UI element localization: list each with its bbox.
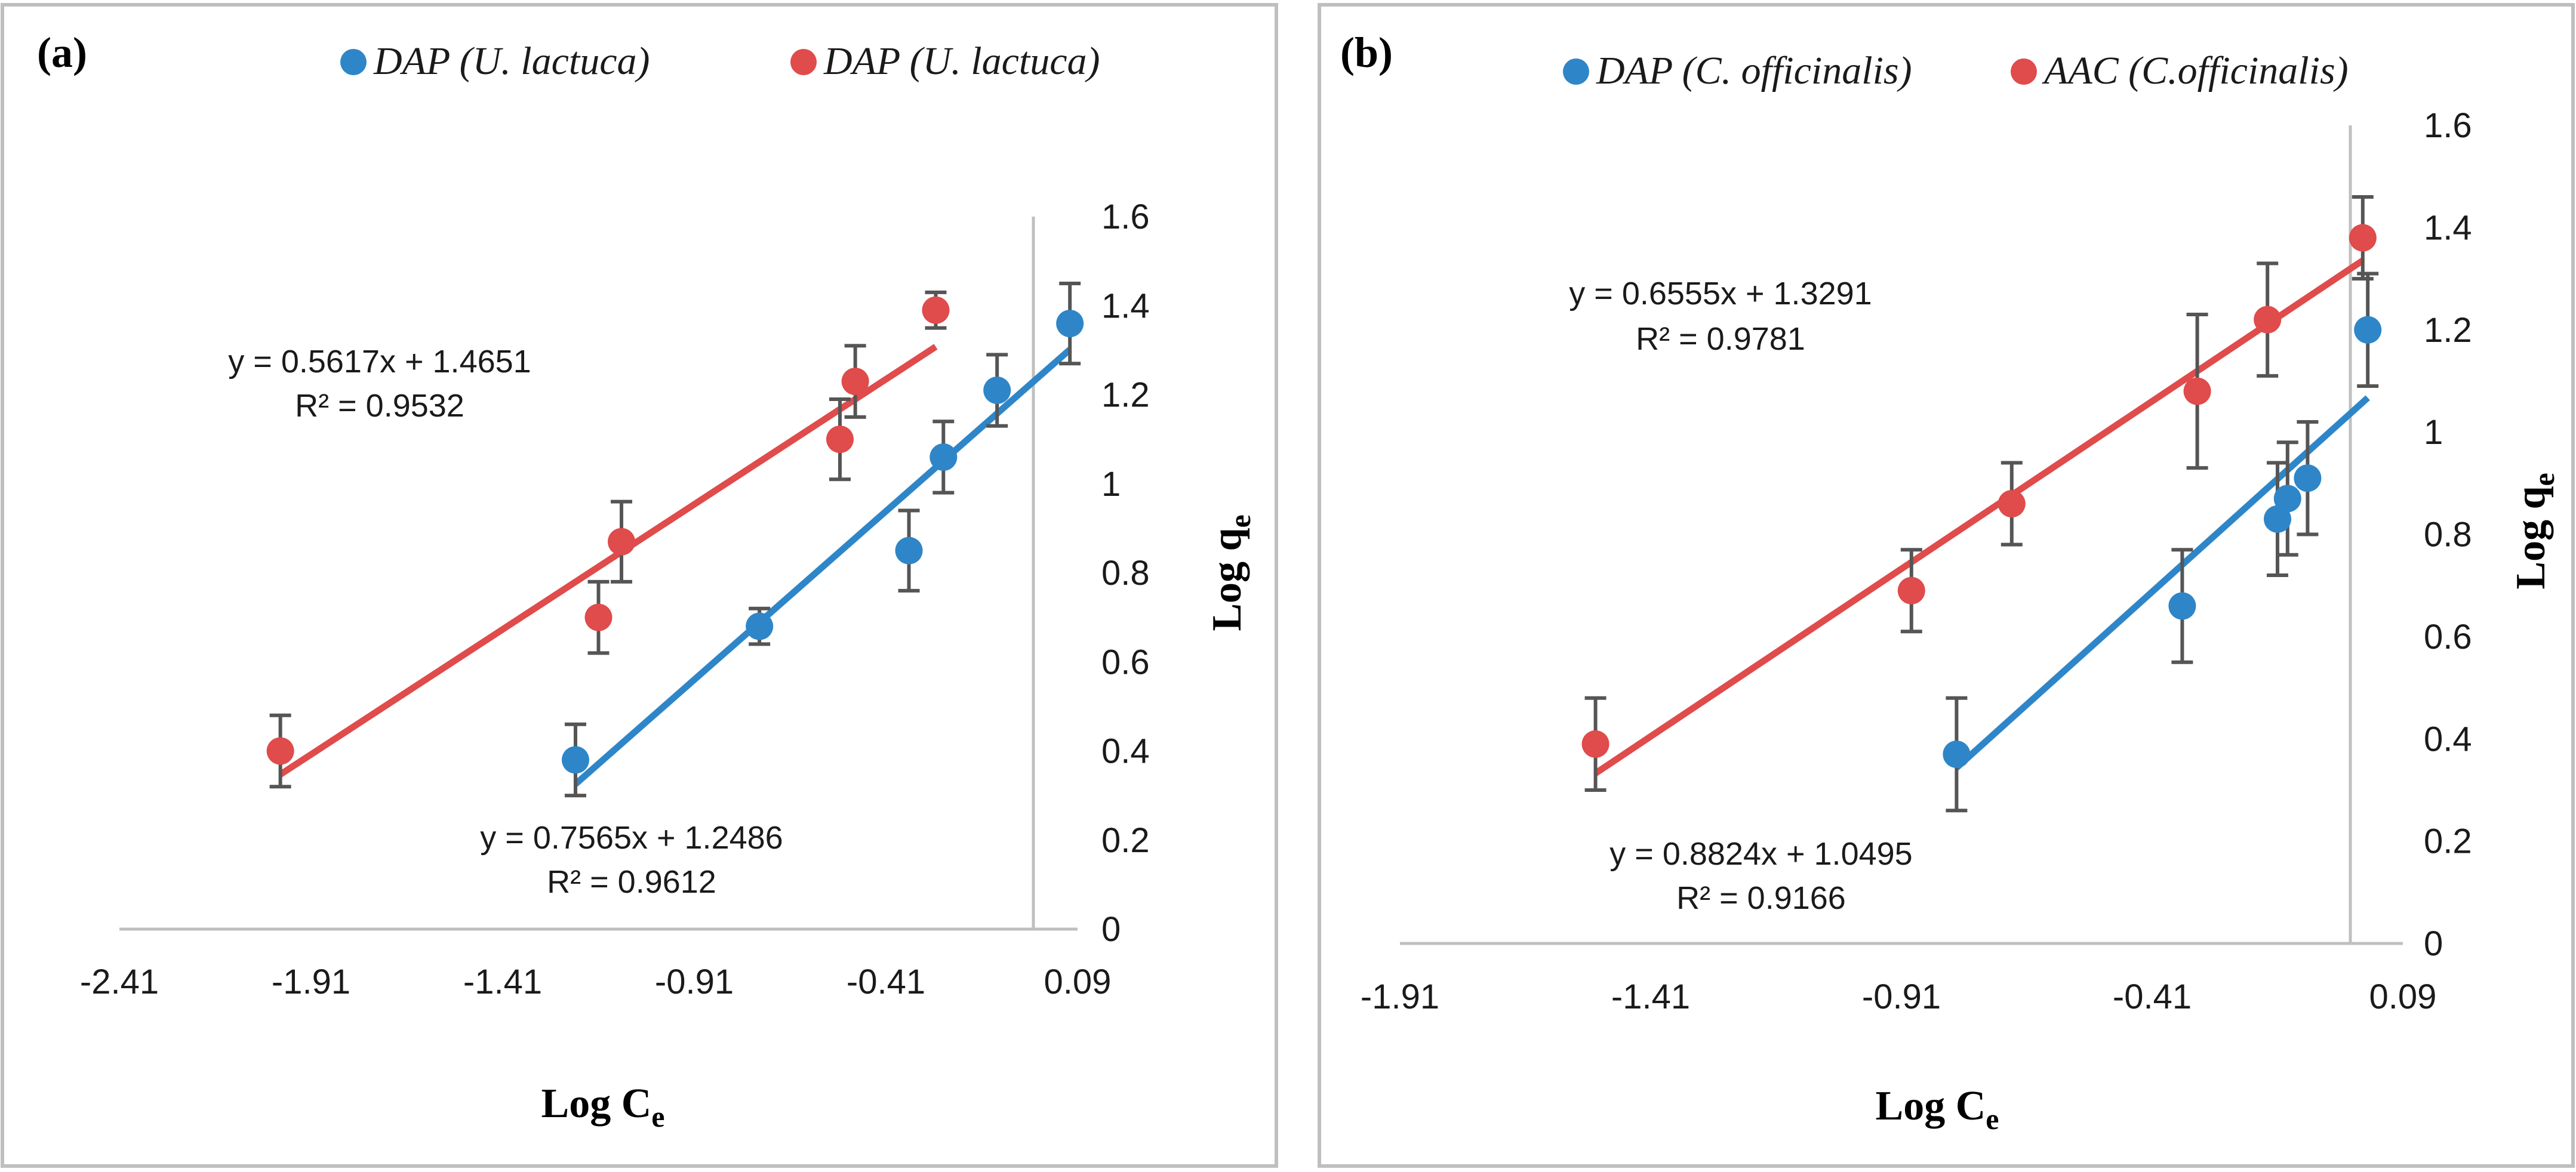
panel-b-label: (b) [1340, 29, 1393, 76]
data-point-b-0 [2168, 592, 2196, 620]
y-tick-label-a: 0.2 [1101, 821, 1150, 860]
data-point-a-0 [1056, 310, 1084, 338]
data-point-a-0 [983, 377, 1011, 405]
x-tick-label-a: -1.41 [463, 963, 542, 1001]
y-tick-label-a: 1.2 [1101, 376, 1150, 415]
data-point-b-1 [1581, 730, 1609, 758]
y-tick-label-b: 0.8 [2424, 516, 2472, 554]
data-point-a-0 [746, 612, 774, 640]
y-tick-label-b: 0.6 [2424, 618, 2472, 656]
legend-label-a-1: DAP (U. lactuca) [823, 39, 1100, 83]
data-point-a-1 [608, 528, 636, 556]
panel-a-frame [1, 3, 1278, 1168]
x-tick-label-a: -1.91 [272, 963, 350, 1001]
y-tick-label-a: 0 [1101, 910, 1121, 949]
legend-marker-a-1 [790, 49, 817, 75]
data-point-b-0 [2273, 485, 2301, 513]
r2-a-blue: R² = 0.9612 [547, 864, 716, 900]
x-tick-label-b: -1.41 [1611, 977, 1690, 1016]
y-tick-label-a: 0.4 [1101, 732, 1150, 771]
legend-marker-b-1 [2011, 58, 2037, 85]
x-axis-title-a: Log Ce [541, 1081, 665, 1133]
trendlines-a [278, 344, 1072, 787]
y-tick-label-b: 1 [2424, 413, 2443, 452]
y-tick-label-b: 1.6 [2424, 106, 2472, 145]
data-point-b-0 [1943, 740, 1971, 768]
data-point-b-0 [2354, 316, 2382, 344]
y-tick-label-a: 1.6 [1101, 198, 1150, 236]
y-tick-labels-b: 0 0.2 0.4 0.6 0.8 1 1.2 1.4 1.6 [2424, 106, 2472, 963]
y-tick-label-a: 0.8 [1101, 554, 1150, 593]
data-point-a-0 [561, 746, 589, 774]
error-bars-b [1584, 195, 2379, 813]
y-tick-label-b: 0.4 [2424, 720, 2472, 758]
data-point-a-1 [266, 737, 294, 765]
y-tick-label-a: 0.6 [1101, 643, 1150, 681]
data-point-b-0 [2294, 464, 2322, 492]
trendline-a-0 [573, 347, 1072, 787]
y-tick-label-b: 1.2 [2424, 311, 2472, 350]
y-tick-label-b: 0 [2424, 924, 2443, 963]
y-tick-label-b: 1.4 [2424, 208, 2472, 247]
trendlines-b [1593, 257, 2370, 776]
trendline-b-0 [1954, 395, 2370, 770]
y-tick-label-a: 1.4 [1101, 286, 1150, 325]
legend-marker-a-0 [340, 49, 367, 75]
points-a [266, 296, 1084, 774]
data-point-a-1 [584, 603, 613, 631]
x-axis-title-b: Log Ce [1876, 1083, 1999, 1136]
x-tick-label-a: -2.41 [80, 963, 159, 1001]
y-tick-labels-a: 0 0.2 0.4 0.6 0.8 1 1.2 1.4 1.6 [1101, 198, 1150, 949]
y-axis-title-b: Log qe [2508, 473, 2560, 589]
data-point-b-1 [2349, 224, 2377, 252]
data-point-a-1 [841, 368, 869, 396]
points-b [1581, 224, 2382, 768]
equation-b-blue: y = 0.8824x + 1.0495 [1609, 836, 1912, 872]
data-point-b-0 [2264, 505, 2291, 533]
data-point-a-1 [922, 296, 950, 324]
x-tick-label-b: 0.09 [2369, 977, 2437, 1016]
equation-a-blue: y = 0.7565x + 1.2486 [480, 820, 783, 856]
x-tick-label-a: -0.41 [847, 963, 925, 1001]
data-point-a-1 [826, 425, 854, 454]
data-point-b-1 [1998, 490, 2026, 518]
x-tick-label-a: -0.91 [655, 963, 734, 1001]
y-tick-label-a: 1 [1101, 465, 1121, 504]
legend-label-a-0: DAP (U. lactuca) [373, 39, 650, 83]
equation-a-red: y = 0.5617x + 1.4651 [228, 344, 531, 380]
legend-marker-b-0 [1563, 58, 1589, 85]
x-tick-labels-a: -2.41 -1.91 -1.41 -0.91 -0.41 0.09 [80, 963, 1112, 1001]
panel-a: (a) DAP (U. lactuca) DAP (U. lactuca) -2… [1, 3, 1278, 1168]
data-point-a-0 [895, 536, 923, 565]
x-tick-label-b: -0.91 [1862, 977, 1941, 1016]
y-axis-title-a: Log qe [1204, 514, 1257, 631]
x-tick-label-b: -1.91 [1361, 977, 1439, 1016]
data-point-b-1 [2183, 377, 2211, 405]
data-point-b-1 [2254, 306, 2282, 334]
trendline-b-1 [1593, 257, 2365, 776]
y-tick-label-b: 0.2 [2424, 822, 2472, 861]
x-tick-label-a: 0.09 [1044, 963, 1112, 1001]
legend-label-b-1: AAC (C.officinalis) [2042, 49, 2349, 92]
equation-b-red: y = 0.6555x + 1.3291 [1569, 276, 1872, 311]
panel-a-label: (a) [37, 29, 87, 76]
trendline-a-1 [278, 344, 938, 778]
x-tick-label-b: -0.41 [2113, 977, 2192, 1016]
panel-b: (b) DAP (C. officinalis) AAC (C.officina… [1318, 3, 2575, 1168]
r2-b-blue: R² = 0.9166 [1676, 880, 1846, 916]
legend-label-b-0: DAP (C. officinalis) [1596, 49, 1912, 92]
x-tick-labels-b: -1.91 -1.41 -0.91 -0.41 0.09 [1361, 977, 2437, 1016]
data-point-b-1 [1897, 576, 1925, 604]
data-point-a-0 [930, 443, 958, 471]
r2-b-red: R² = 0.9781 [1636, 321, 1805, 357]
r2-a-red: R² = 0.9532 [295, 388, 464, 424]
